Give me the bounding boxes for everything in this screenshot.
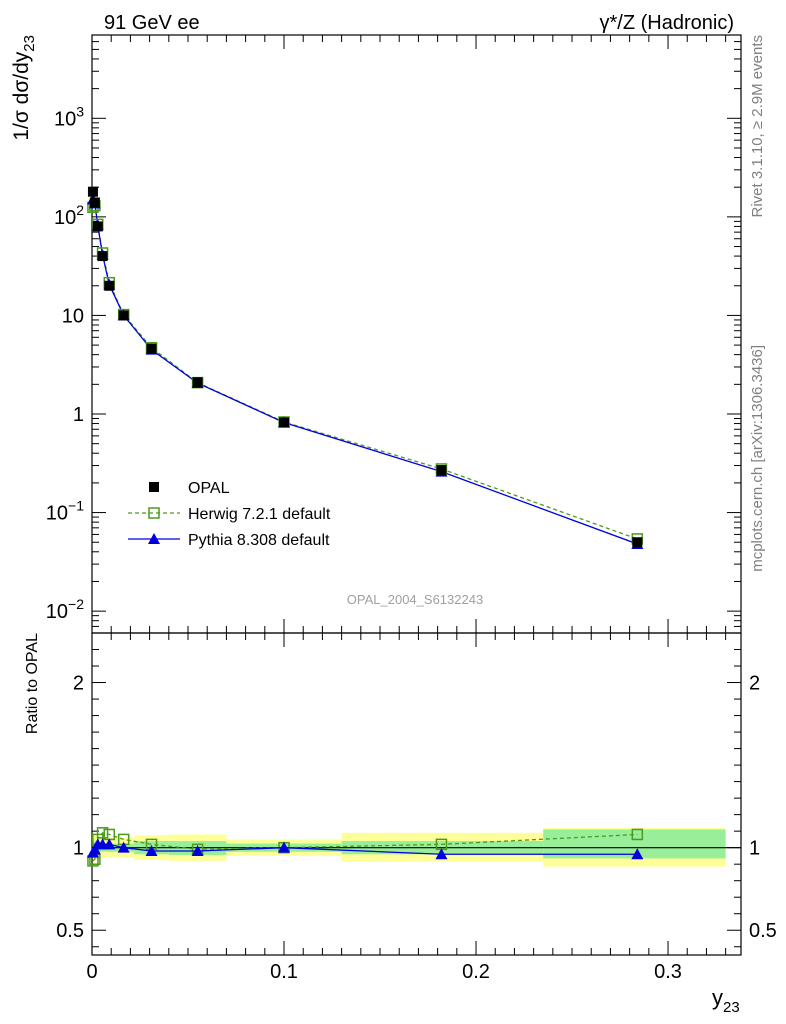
data-point-0 [87, 186, 98, 197]
data-point-0 [89, 197, 100, 208]
y-tick-label: 10 [62, 305, 84, 327]
data-point-0 [436, 465, 447, 476]
ratio-y-axis-title: Ratio to OPAL [24, 633, 41, 734]
rivet-version-label: Rivet 3.1.10, ≥ 2.9M events [749, 35, 766, 218]
data-point-0 [632, 537, 643, 548]
ratio-y-tick-label: 2 [73, 673, 84, 695]
data-point-0 [192, 377, 203, 388]
main-y-axis-title: 1/σ dσ/dy23 [10, 35, 38, 141]
y-tick-label: 102 [54, 202, 84, 229]
y-tick-label: 1 [73, 404, 84, 426]
ratio-y-tick-label: 0.5 [56, 920, 84, 942]
data-point-0 [97, 251, 108, 262]
mcplots-source-label: mcplots.cern.ch [arXiv:1306.3436] [749, 345, 766, 572]
ratio-point-1 [435, 848, 448, 860]
data-point-0 [104, 280, 115, 291]
legend-marker-2 [148, 533, 160, 544]
header-left-text: 91 GeV ee [104, 12, 200, 34]
ratio-y-tick-label-right: 0.5 [749, 920, 777, 942]
legend-marker-1 [148, 507, 160, 519]
ratio-point-1 [278, 841, 291, 853]
x-tick-label: 0.3 [654, 961, 682, 983]
header-right-text: γ*/Z (Hadronic) [600, 12, 734, 34]
ratio-point-0 [96, 827, 109, 839]
ratio-y-tick-label-right: 2 [749, 673, 760, 695]
ratio-point-0 [631, 828, 644, 841]
legend-marker-0 [149, 482, 159, 492]
data-point-0 [92, 221, 103, 232]
legend-label-2: Pythia 8.308 default [188, 532, 330, 549]
data-point-0 [146, 343, 157, 354]
x-axis-title: y23 [712, 985, 740, 1016]
x-tick-label: 0.1 [270, 961, 298, 983]
ratio-frame [91, 632, 742, 956]
main-plot-panel: 10−2 10−1 1 10 102 103 1/σ dσ/dy23 OPAL Herwig 7… [10, 34, 742, 634]
legend-label-0: OPAL [188, 480, 230, 497]
analysis-watermark: OPAL_2004_S6132243 [347, 592, 483, 607]
data-point-0 [118, 310, 129, 321]
legend-label-1: Herwig 7.2.1 default [188, 506, 331, 523]
ratio-point-1 [103, 838, 116, 850]
data-point-0 [279, 417, 290, 428]
ratio-point-1 [631, 848, 644, 860]
series-line-1 [92, 204, 638, 540]
x-tick-label: 0 [86, 961, 97, 983]
ratio-point-1 [191, 844, 204, 856]
y-tick-label: 103 [54, 103, 84, 130]
y-tick-label: 10−1 [46, 498, 84, 525]
ratio-plot-panel: 0 0.1 0.2 0.3 0.5 0.5 1 1 2 2 Ratio to OPAL y23 [24, 632, 777, 1016]
series-line-2 [92, 199, 638, 545]
y-tick-label: 10−2 [46, 596, 84, 623]
ratio-y-tick-label-right: 1 [749, 838, 760, 860]
ratio-y-tick-label: 1 [73, 838, 84, 860]
ratio-point-1 [117, 841, 130, 853]
ratio-point-1 [145, 844, 158, 856]
legend: OPAL Herwig 7.2.1 default Pythia 8.308 def… [128, 480, 331, 549]
x-tick-label: 0.2 [462, 961, 490, 983]
